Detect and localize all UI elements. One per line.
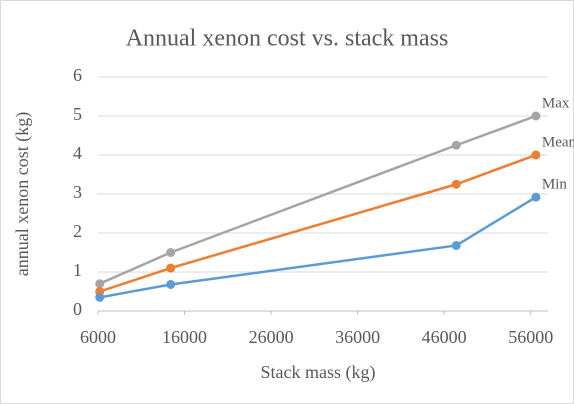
y-axis-label: annual xenon cost (kg) [12,112,33,276]
y-tick-label: 6 [73,65,82,85]
series-label: Max [542,95,570,111]
point [531,192,541,202]
point [451,240,461,250]
point [166,263,176,273]
x-axis-label: Stack mass (kg) [261,362,376,383]
series-line [99,196,537,299]
point [95,279,105,289]
series-line [99,153,537,293]
y-tick-label: 4 [73,143,82,163]
y-tick-label: 0 [73,299,82,319]
x-tick-label: 56000 [508,327,553,347]
point [166,279,176,289]
x-tick-label: 36000 [335,327,380,347]
chart-title: Annual xenon cost vs. stack mass [126,26,449,52]
y-tick-label: 3 [73,182,82,202]
point [166,248,176,257]
y-tick-label: 5 [73,104,82,124]
series-label: Mean [542,134,574,150]
x-tick-label: 26000 [249,327,294,347]
point [531,150,541,160]
series-line [99,114,537,285]
x-tick-label: 16000 [162,327,207,347]
point [451,140,461,150]
x-tick-label: 46000 [422,327,467,347]
y-tick-label: 1 [73,260,82,280]
point [531,111,541,121]
series-label: Min [542,177,568,193]
x-tick-label: 6000 [80,327,116,347]
point [95,292,105,302]
y-tick-label: 2 [73,221,82,241]
point [451,179,461,189]
